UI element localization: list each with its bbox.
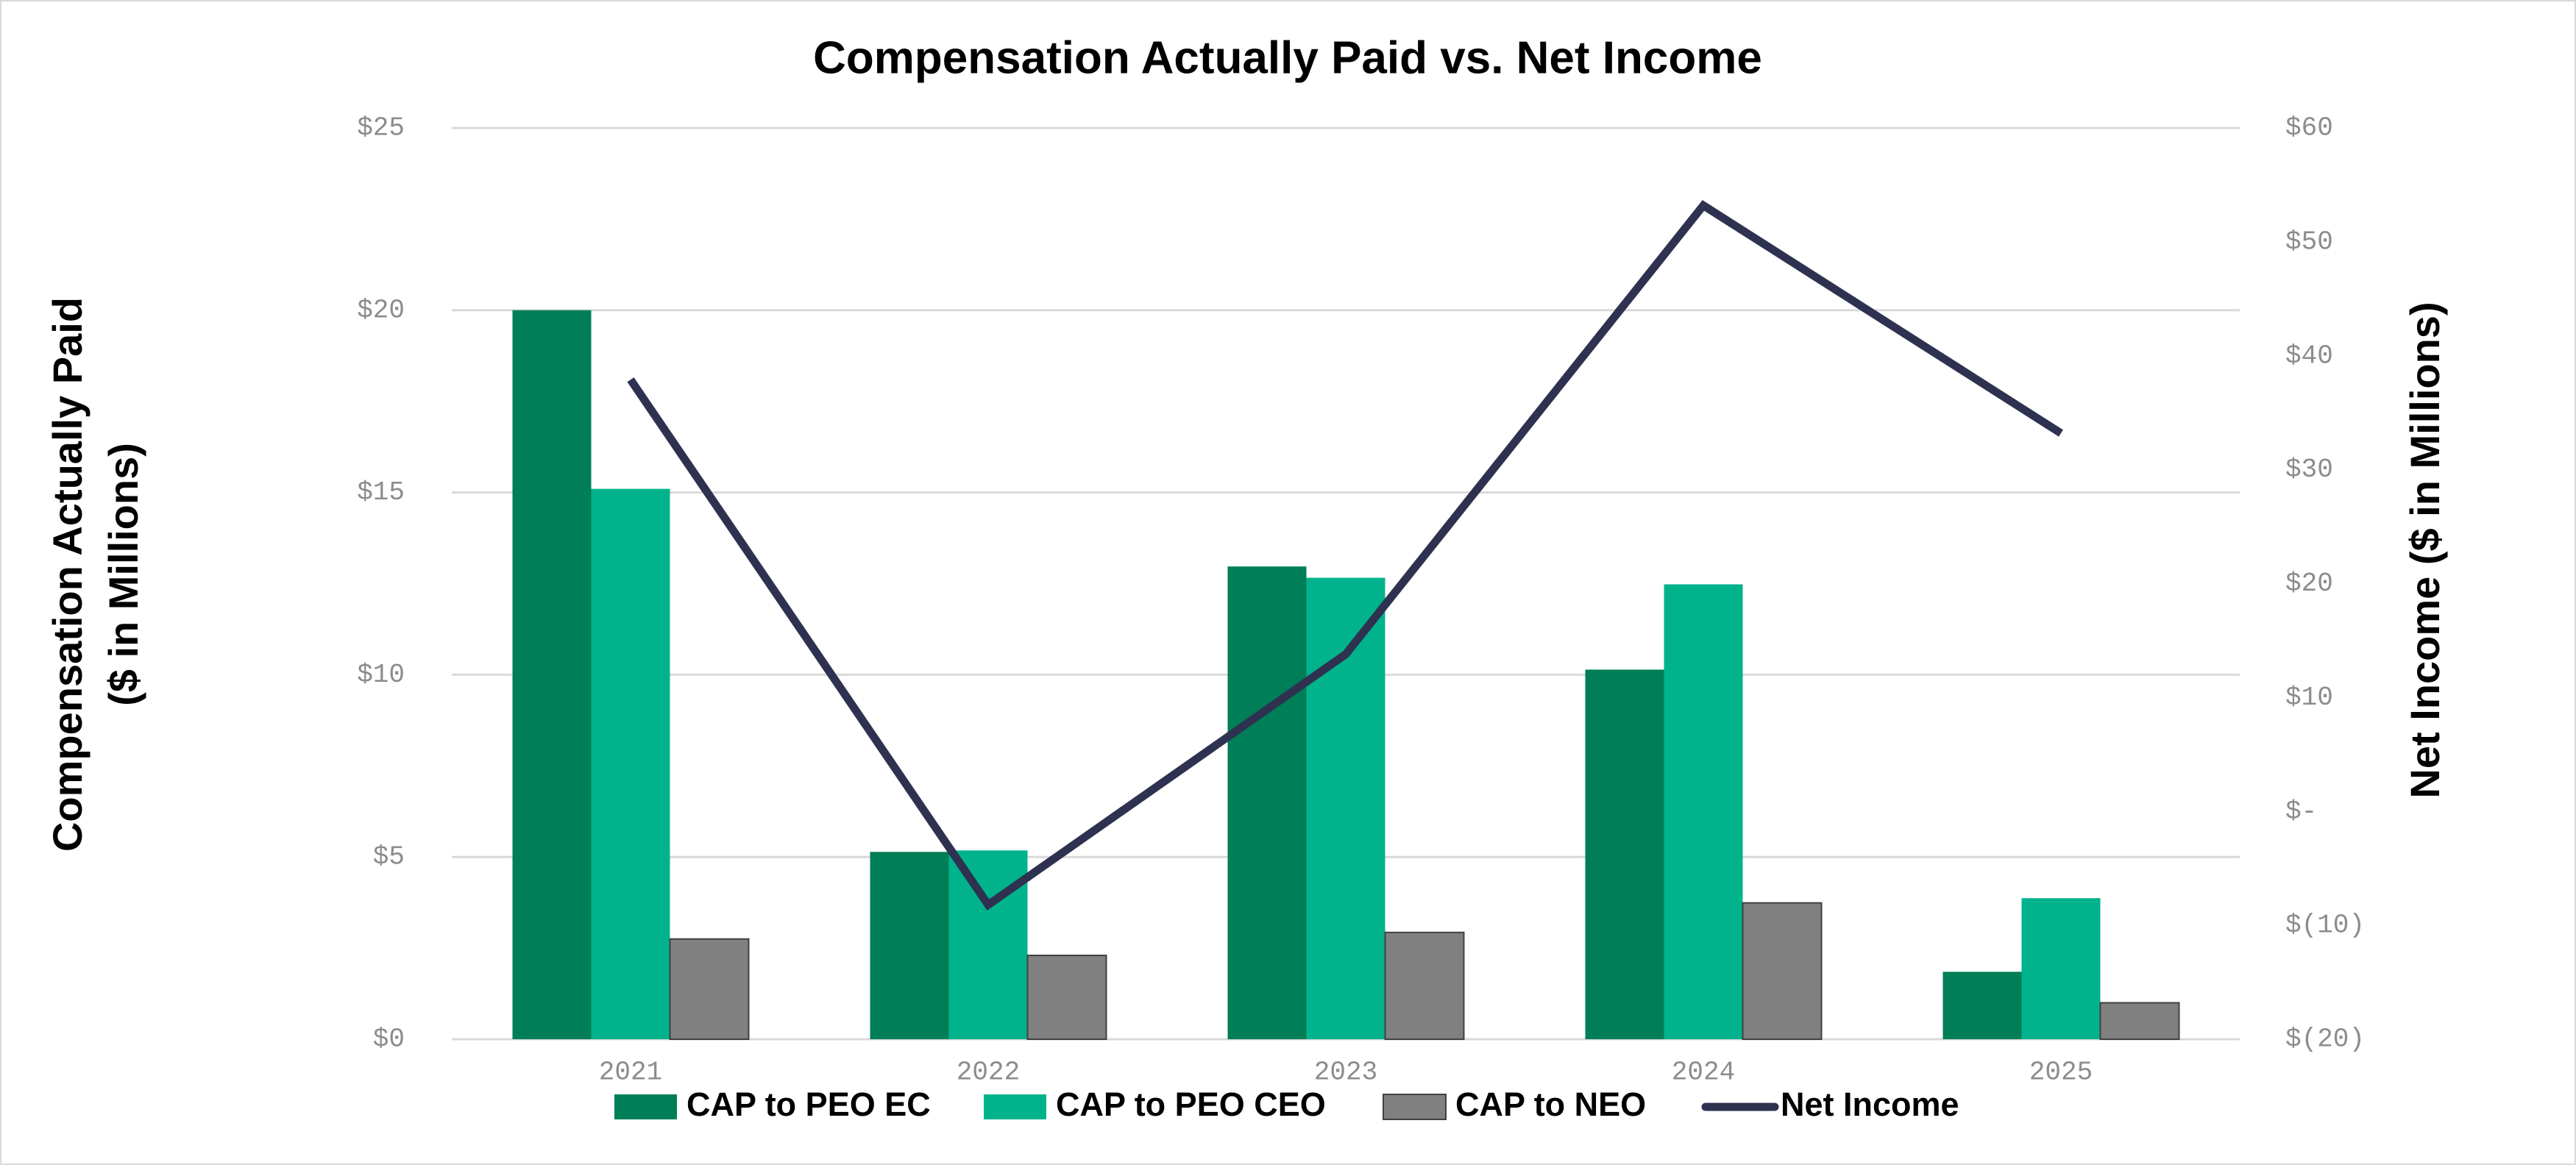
bar <box>1306 577 1385 1039</box>
y2-tick-label: $50 <box>2285 227 2333 257</box>
bar <box>1942 972 2022 1039</box>
x-tick-label: 2025 <box>2029 1058 2093 1088</box>
y-tick-label: $10 <box>357 660 405 690</box>
legend-swatch <box>614 1094 677 1119</box>
bar <box>948 850 1028 1039</box>
legend-swatch <box>1383 1094 1447 1120</box>
bar <box>1227 566 1307 1039</box>
legend-label: CAP to NEO <box>1455 1086 1646 1123</box>
y2-tick-label: $20 <box>2285 569 2333 599</box>
bar <box>1664 584 1743 1039</box>
bar <box>1026 955 1107 1040</box>
bar <box>591 488 670 1039</box>
bar <box>1585 669 1664 1039</box>
y-axis-title-line: Compensation Actually Paid <box>44 297 91 852</box>
bar <box>512 310 592 1039</box>
x-tick-label: 2021 <box>599 1058 662 1088</box>
bar <box>870 852 949 1039</box>
y-tick-label: $0 <box>373 1025 405 1055</box>
y2-axis-title: Net Income ($ in Millions) <box>2402 302 2448 798</box>
x-tick-label: 2024 <box>1672 1058 1735 1088</box>
chart-title: Compensation Actually Paid vs. Net Incom… <box>813 32 1762 83</box>
y2-tick-label: $10 <box>2285 683 2333 713</box>
bar <box>2099 1002 2180 1040</box>
y-tick-label: $25 <box>357 113 405 143</box>
legend-swatch <box>984 1094 1046 1119</box>
y-tick-label: $5 <box>373 842 405 872</box>
y2-tick-label: $60 <box>2285 113 2333 143</box>
legend-label: Net Income <box>1781 1086 1959 1123</box>
legend-label: CAP to PEO CEO <box>1056 1086 1326 1123</box>
y2-tick-label: $(10) <box>2285 911 2365 941</box>
y-tick-label: $15 <box>357 477 405 507</box>
y-axis-title: Compensation Actually Paid ($ in Million… <box>44 297 146 852</box>
legend-label: CAP to PEO EC <box>686 1086 931 1123</box>
y2-tick-label: $(20) <box>2285 1025 2365 1055</box>
y2-tick-label: $40 <box>2285 341 2333 371</box>
y-axis-title-line: ($ in Millions) <box>100 443 146 706</box>
bar <box>2021 898 2101 1039</box>
x-tick-label: 2022 <box>957 1058 1020 1088</box>
y-tick-label: $20 <box>357 295 405 325</box>
y2-tick-label: $30 <box>2285 455 2333 485</box>
line <box>627 200 2063 911</box>
bar <box>669 938 750 1040</box>
y2-tick-label: $- <box>2285 797 2317 827</box>
x-tick-label: 2023 <box>1314 1058 1377 1088</box>
bar <box>1742 902 1823 1041</box>
bar <box>1384 931 1465 1040</box>
